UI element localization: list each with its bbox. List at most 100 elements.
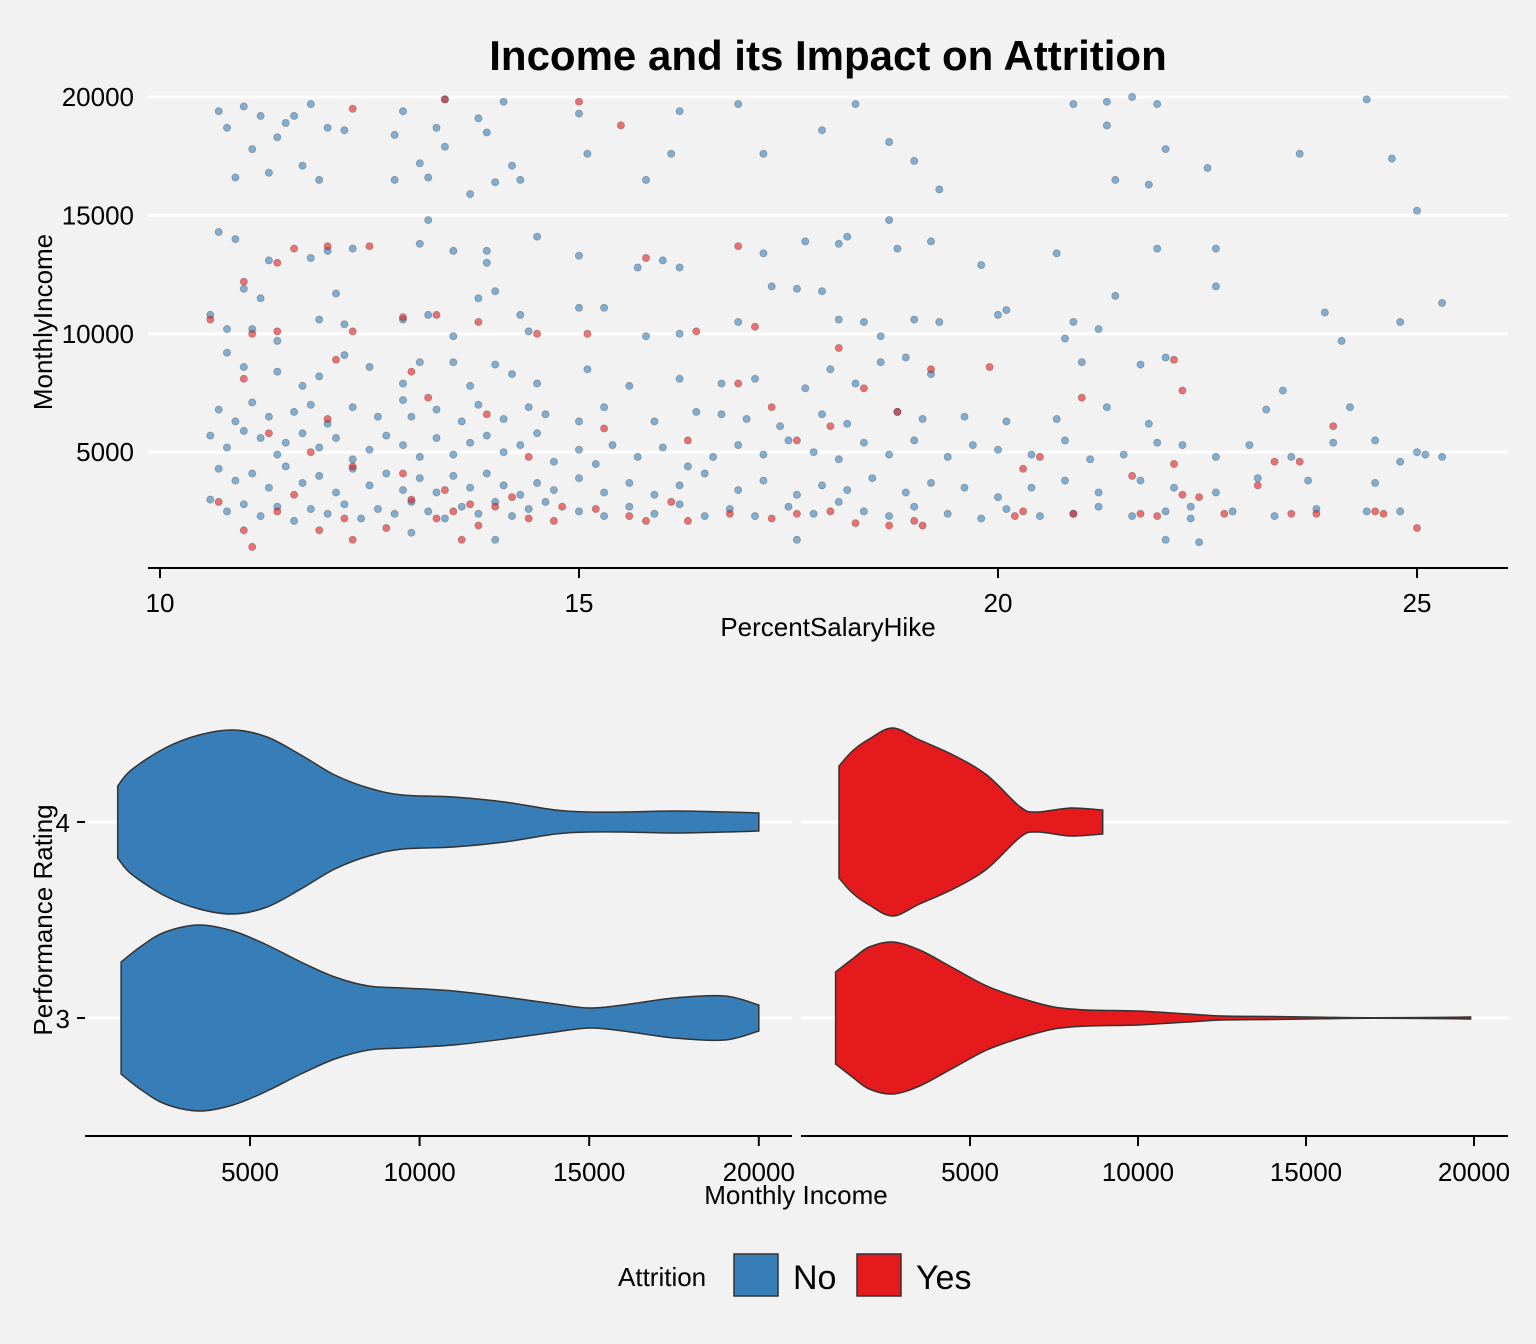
scatter-point-yes <box>667 497 676 506</box>
scatter-point-no <box>298 429 307 438</box>
scatter-point-no <box>206 495 215 504</box>
scatter-point-no <box>449 450 458 459</box>
scatter-point-no <box>390 130 399 139</box>
scatter-point-yes <box>323 242 332 251</box>
scatter-point-no <box>968 441 977 450</box>
scatter-point-yes <box>1077 393 1086 402</box>
scatter-point-no <box>449 471 458 480</box>
scatter-point-no <box>398 486 407 495</box>
scatter-point-no <box>415 452 424 461</box>
scatter-point-no <box>340 320 349 329</box>
scatter-y-tick-label: 20000 <box>62 82 134 112</box>
scatter-point-no <box>466 438 475 447</box>
scatter-point-no <box>466 483 475 492</box>
scatter-point-no <box>1069 100 1078 109</box>
scatter-point-yes <box>1295 457 1304 466</box>
scatter-point-yes <box>918 521 927 530</box>
scatter-point-no <box>1111 291 1120 300</box>
scatter-point-yes <box>692 327 701 336</box>
scatter-point-no <box>776 422 785 431</box>
scatter-point-no <box>1153 244 1162 253</box>
scatter-point-no <box>440 514 449 523</box>
scatter-point-no <box>1035 512 1044 521</box>
scatter-point-no <box>1211 244 1220 253</box>
scatter-point-no <box>323 123 332 132</box>
scatter-point-no <box>1102 403 1111 412</box>
scatter-point-no <box>516 441 525 450</box>
scatter-point-yes <box>1035 452 1044 461</box>
scatter-point-no <box>751 512 760 521</box>
scatter-point-no <box>365 481 374 490</box>
scatter-point-no <box>1170 483 1179 492</box>
scatter-point-yes <box>558 502 567 511</box>
scatter-point-no <box>298 161 307 170</box>
scatter-panel: 10 15 20 25 5000 10000 15000 20000 PercentSala… <box>28 82 1508 642</box>
scatter-point-no <box>231 476 240 485</box>
scatter-point-yes <box>206 315 215 324</box>
scatter-point-no <box>340 351 349 360</box>
scatter-point-no <box>248 469 257 478</box>
scatter-point-no <box>818 287 827 296</box>
scatter-point-no <box>834 315 843 324</box>
scatter-point-no <box>1027 450 1036 459</box>
scatter-point-no <box>675 500 684 509</box>
scatter-point-no <box>675 263 684 272</box>
scatter-point-yes <box>725 509 734 518</box>
scatter-point-no <box>994 493 1003 502</box>
scatter-point-no <box>1362 507 1371 516</box>
scatter-point-no <box>214 107 223 116</box>
scatter-point-yes <box>1287 509 1296 518</box>
scatter-point-yes <box>273 258 282 267</box>
scatter-point-no <box>424 310 433 319</box>
legend: Attrition No Yes <box>618 1253 971 1297</box>
scatter-points <box>206 93 1447 551</box>
violin-x-tick-label: 20000 <box>1438 1157 1510 1187</box>
scatter-point-no <box>809 509 818 518</box>
scatter-point-no <box>1438 452 1447 461</box>
scatter-point-no <box>818 481 827 490</box>
scatter-point-no <box>449 358 458 367</box>
scatter-point-no <box>482 258 491 267</box>
scatter-point-yes <box>348 535 357 544</box>
scatter-point-no <box>1136 360 1145 369</box>
scatter-point-no <box>1002 504 1011 513</box>
scatter-point-no <box>1396 507 1405 516</box>
scatter-point-no <box>1396 317 1405 326</box>
scatter-point-yes <box>533 329 542 338</box>
scatter-point-no <box>1077 358 1086 367</box>
scatter-point-no <box>239 426 248 435</box>
scatter-point-yes <box>474 317 483 326</box>
scatter-point-yes <box>440 95 449 104</box>
scatter-point-no <box>1161 507 1170 516</box>
violin-x-tick-label: 10000 <box>1102 1157 1174 1187</box>
scatter-point-yes <box>575 97 584 106</box>
scatter-point-no <box>792 535 801 544</box>
scatter-point-yes <box>466 500 475 509</box>
violin-no-rating-4 <box>116 729 760 915</box>
violin-x-tick-label: 10000 <box>383 1157 455 1187</box>
violin-x-axis-label: Monthly Income <box>704 1180 888 1210</box>
scatter-point-no <box>390 509 399 518</box>
scatter-point-no <box>575 109 584 118</box>
scatter-point-yes <box>348 104 357 113</box>
scatter-point-no <box>507 161 516 170</box>
scatter-point-no <box>264 483 273 492</box>
scatter-point-yes <box>1010 512 1019 521</box>
scatter-point-no <box>440 142 449 151</box>
scatter-point-yes <box>1019 464 1028 473</box>
scatter-point-yes <box>348 462 357 471</box>
scatter-point-no <box>751 374 760 383</box>
scatter-point-no <box>675 107 684 116</box>
scatter-point-no <box>575 445 584 454</box>
scatter-point-yes <box>642 253 651 262</box>
scatter-point-no <box>306 400 315 409</box>
scatter-point-no <box>256 512 265 521</box>
scatter-point-no <box>826 365 835 374</box>
scatter-point-no <box>533 379 542 388</box>
scatter-point-yes <box>348 327 357 336</box>
scatter-point-no <box>491 535 500 544</box>
scatter-point-no <box>315 372 324 381</box>
legend-swatch-yes <box>856 1253 902 1297</box>
scatter-point-yes <box>440 486 449 495</box>
scatter-point-no <box>239 362 248 371</box>
